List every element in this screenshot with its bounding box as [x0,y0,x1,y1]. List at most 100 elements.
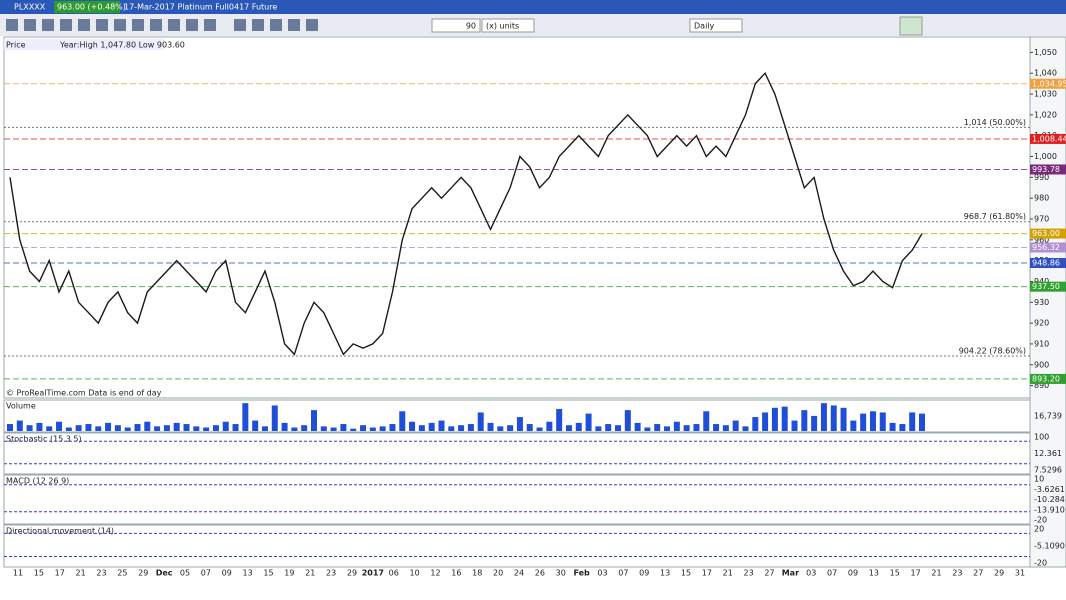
volume-bar [301,425,308,431]
volume-bar [683,425,690,431]
level-annotation: 968.7 (61.80%) [964,212,1026,221]
volume-bar [869,411,876,431]
volume-bar [203,427,210,431]
x-tick-label: 27 [973,569,983,578]
price-tag [1030,281,1066,292]
panel-title: Price [6,41,26,50]
volume-bar [46,426,53,431]
price-tag [1030,164,1066,175]
volume-bar [389,424,396,431]
x-tick-label: 16 [451,569,461,578]
x-tick-label: 07 [201,569,211,578]
volume-bar [703,411,710,431]
y-tick-label: 930 [1034,298,1049,307]
volume-bar [664,426,671,431]
volume-bar [242,403,249,431]
x-tick-label: 09 [222,569,232,578]
volume-bar [507,425,514,431]
volume-bar [222,421,229,431]
volume-bar [673,421,680,431]
units: (x) units [486,22,519,31]
volume-bar [173,422,180,431]
volume-bar [585,413,592,431]
axis-tag: 20 [1034,525,1044,534]
volume-bar [311,410,317,431]
volume-bar [811,415,818,431]
price-tag [1030,228,1066,239]
price-tag-label: 1,008.44 [1032,134,1066,143]
volume-bar [56,421,63,431]
y-tick-label: 980 [1034,194,1049,203]
volume-bar [340,424,347,431]
panel [3,432,1031,475]
panel-subtitle: Year:High 1,047.80 Low 903.60 [59,41,185,50]
x-tick-label: 17 [55,569,65,578]
volume-bar [742,426,749,431]
volume-bar [409,421,416,431]
volume-bar [85,424,92,431]
title-bar [0,0,1066,14]
volume-bar [379,426,386,431]
volume-bar [722,425,729,431]
volume-bar [536,427,543,431]
volume-bar [575,422,582,431]
y-tick-label: 1,000 [1034,152,1057,161]
y-tick-label: 960 [1034,235,1049,244]
volume-bar [850,420,857,431]
volume-bar [487,422,494,431]
volume-bar [114,425,121,431]
price-tag [1030,258,1066,269]
x-tick-label: 30 [556,569,566,578]
price-tag-label: 948.86 [1032,259,1060,268]
x-tick-label: 17 [911,569,921,578]
x-tick-label: 23 [96,569,106,578]
volume-bar [860,413,867,431]
panel-title: MACD (12 26 9) [6,477,69,486]
units-select[interactable] [481,18,535,33]
quantity-input[interactable] [431,18,481,33]
x-tick-label: 21 [305,569,315,578]
axis-tag: 100 [1034,433,1049,442]
volume-bar [830,405,837,431]
x-tick-label: 29 [994,569,1004,578]
volume-bar [36,422,43,431]
volume-bar [428,422,435,431]
y-tick-label: 1,050 [1034,48,1057,57]
volume-bar [438,420,445,431]
x-tick-label: 17 [702,569,712,578]
volume-bar [526,424,533,431]
x-tick-label: 15 [34,569,44,578]
axis-tag: 10 [1034,475,1044,484]
volume-bar [879,412,886,431]
panel-label-box [4,39,164,50]
x-tick-label: 31 [1015,569,1025,578]
axis-tag: 7.5296 [1034,466,1062,475]
volume-bar [556,408,563,431]
volume-bar [801,410,808,431]
volume-bar [624,410,631,431]
volume-bar [418,425,425,431]
price-tag [1030,78,1066,89]
axis-tag: 16,739 [1034,412,1062,421]
volume-bar [771,407,778,431]
indicator-button[interactable] [899,16,923,36]
x-tick-label: 27 [764,569,774,578]
volume-bar [516,417,523,431]
price-tag [1030,373,1066,384]
volume-bar [193,426,200,431]
panel [3,474,1031,525]
price-tag-label: 893.20 [1032,374,1060,383]
quantity: 90 [466,22,476,31]
axis-tag: -3.6261 [1034,485,1065,494]
y-tick-label: 1,030 [1034,90,1057,99]
y-tick-label: 900 [1034,360,1049,369]
x-tick-label: 24 [514,569,524,578]
period-select[interactable] [689,18,743,33]
x-tick-label: 12 [430,569,440,578]
volume-bar [95,426,102,431]
price-tag-label: 937.50 [1032,282,1060,291]
volume-bar [752,417,759,431]
price-tag-label: 956.32 [1032,243,1060,252]
price-tag-label: 993.78 [1032,165,1060,174]
